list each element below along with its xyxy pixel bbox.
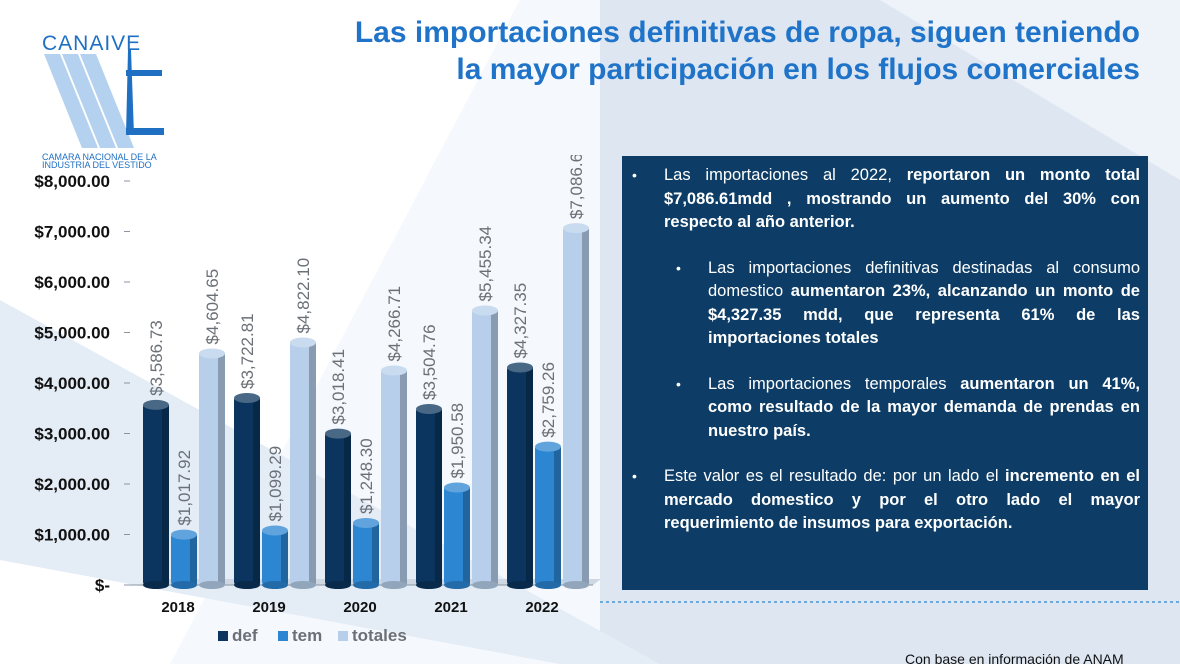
data-label-totales-2018: $4,604.65 [203,269,222,345]
bar-tem-2022 [535,441,561,589]
bar-def-2021 [416,404,442,589]
y-tick-label: $1,000.00 [34,526,110,545]
data-label-tem-2018: $1,017.92 [175,450,194,526]
y-tick-label: $- [95,576,110,595]
data-label-def-2021: $3,504.76 [420,324,439,400]
bar-tem-2020 [353,517,379,589]
page-title: Las importaciones definitivas de ropa, s… [260,14,1140,88]
bar-totales-2021 [472,305,498,589]
summary-point-2: • Las importaciones definitivas destinada… [622,257,1140,351]
data-label-totales-2020: $4,266.71 [385,286,404,362]
x-tick-label-2020: 2020 [343,599,376,616]
logo-name: CANAIVE [42,32,142,55]
data-label-tem-2019: $1,099.29 [266,446,285,522]
y-tick-label: $7,000.00 [34,223,110,242]
title-line-1: Las importaciones definitivas de ropa, s… [354,16,1140,49]
y-tick-label: $8,000.00 [34,172,110,191]
logo-subtitle: CÁMARA NACIONAL DE LA INDUSTRIA DEL VEST… [42,153,157,169]
data-label-totales-2022: $7,086.61 [567,155,586,219]
x-tick-label-2022: 2022 [525,599,558,616]
data-label-totales-2019: $4,822.10 [294,258,313,334]
summary-point-4-bold: incremento en el mercado domestico y por… [664,467,1140,532]
bar-def-2022 [507,362,533,589]
logo-mark-icon [44,50,164,148]
chart-legend: def tem totales [218,626,407,645]
bar-totales-2022 [563,223,589,589]
data-label-def-2019: $3,722.81 [238,313,257,389]
y-tick-label: $2,000.00 [34,475,110,494]
legend-swatch-def [218,631,228,641]
x-tick-label-2021: 2021 [434,599,467,616]
bar-tem-2018 [171,529,197,589]
data-label-def-2020: $3,018.41 [329,349,348,425]
bullet-icon: • [632,468,637,484]
source-note: Con base en información de ANAM [905,651,1124,664]
summary-box: • Las importaciones al 2022, reportaron u… [622,156,1148,590]
bar-def-2020 [325,428,351,589]
y-tick-label: $3,000.00 [34,425,110,444]
bar-chart: $- $1,000.00 $2,000.00 $3,000.00 $4,000.00 $5… [34,155,600,645]
summary-point-1: • Las importaciones al 2022, reportaron u… [622,164,1140,235]
logo: CANAIVE CÁMARA NACIONAL DE LA INDUSTRIA … [40,30,170,170]
bar-def-2019 [234,392,260,589]
bar-totales-2018 [199,348,225,589]
summary-point-2-bold: aumentaron 23%, alcanzando un monto de $… [708,282,1140,347]
data-label-def-2022: $4,327.35 [511,283,530,359]
x-tick-label-2019: 2019 [252,599,285,616]
y-tick-label: $4,000.00 [34,374,110,393]
x-tick-label-2018: 2018 [161,599,194,616]
bar-totales-2019 [290,337,316,589]
summary-point-4: • Este valor es el resultado de: por un l… [622,465,1140,536]
bar-def-2018 [143,399,169,589]
bullet-icon: • [676,375,681,392]
summary-point-1-text: Las importaciones al 2022, [664,166,907,184]
legend-label-def: def [232,626,258,645]
summary-point-3: • Las importaciones temporales aumentaron… [622,373,1140,444]
summary-point-3-text: Las importaciones temporales [708,374,961,393]
title-line-2: la mayor participación en los flujos com… [456,53,1140,86]
bar-tem-2021 [444,482,470,589]
summary-point-3-bold: aumentaron un 41%, como resultado de la … [708,374,1140,440]
bar-totales-2020 [381,365,407,589]
bar-tem-2019 [262,525,288,589]
data-label-def-2018: $3,586.73 [147,320,166,396]
legend-label-tem: tem [292,626,322,645]
summary-point-1-bold: reportaron un monto total $7,086.61mdd ,… [664,166,1140,231]
legend-swatch-tem [278,631,288,641]
y-tick-label: $5,000.00 [34,324,110,343]
bullet-icon: • [632,167,637,183]
legend-swatch-totales [338,631,348,641]
legend-label-totales: totales [352,626,407,645]
data-label-tem-2022: $2,759.26 [539,362,558,438]
data-label-totales-2021: $5,455.34 [476,226,495,302]
summary-point-4-text: Este valor es el resultado de: por un la… [664,467,1006,485]
data-label-tem-2020: $1,248.30 [357,438,376,514]
bullet-icon: • [676,259,681,276]
summary-point-2-text: Las importaciones definitivas destinadas… [708,258,1140,301]
y-tick-label: $6,000.00 [34,273,110,292]
data-label-tem-2021: $1,950.58 [448,403,467,479]
